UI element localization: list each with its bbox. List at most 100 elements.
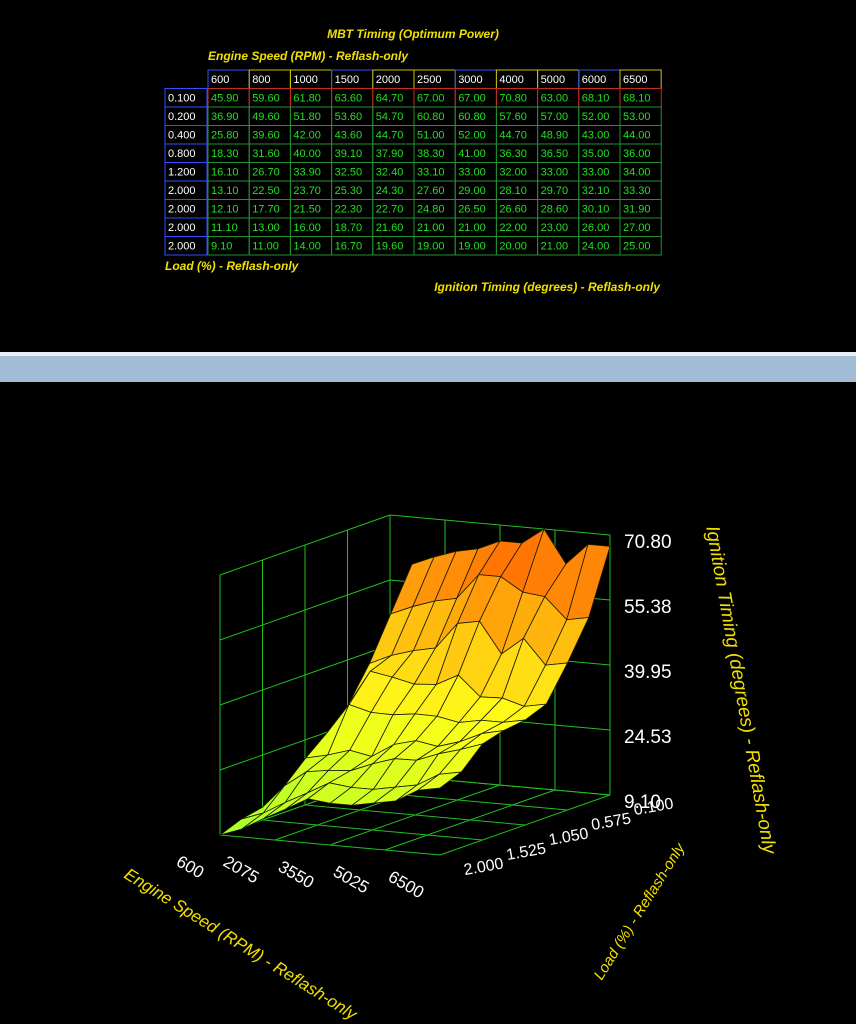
- cell-value: 22.50: [252, 185, 280, 197]
- column-header: 6500: [623, 74, 647, 86]
- floor-grid: [262, 819, 483, 841]
- cell-value: 59.60: [252, 93, 280, 105]
- cell-value: 70.80: [499, 93, 527, 105]
- cell-value: 18.30: [211, 148, 239, 160]
- cell-value: 21.50: [293, 204, 321, 216]
- cell-value: 33.00: [582, 167, 610, 179]
- cell-value: 52.00: [458, 130, 486, 142]
- cell-value: 31.90: [623, 204, 651, 216]
- cell-value: 22.70: [376, 204, 404, 216]
- cell-value: 19.60: [376, 241, 404, 253]
- cell-value: 40.00: [293, 148, 321, 160]
- cell-value: 44.70: [499, 130, 527, 142]
- column-header: 2000: [376, 74, 400, 86]
- cell-value: 36.30: [499, 148, 527, 160]
- cell-value: 27.60: [417, 185, 445, 197]
- cell-value: 35.00: [582, 148, 610, 160]
- cell-value: 18.70: [335, 222, 363, 234]
- cell-value: 21.00: [458, 222, 486, 234]
- column-header: 4000: [499, 74, 523, 86]
- cell-value: 16.00: [293, 222, 321, 234]
- cell-value: 63.60: [335, 93, 363, 105]
- cell-value: 26.70: [252, 167, 280, 179]
- cell-value: 57.00: [541, 111, 569, 123]
- cell-value: 51.00: [417, 130, 445, 142]
- cell-value: 33.00: [458, 167, 486, 179]
- row-header: 0.800: [168, 148, 196, 160]
- z-tick-label: 70.80: [624, 532, 672, 553]
- cell-value: 13.00: [252, 222, 280, 234]
- cell-value: 25.80: [211, 130, 239, 142]
- cell-value: 44.70: [376, 130, 404, 142]
- column-header: 1000: [293, 74, 317, 86]
- z-tick-label: 24.53: [624, 727, 672, 748]
- cell-value: 39.60: [252, 130, 280, 142]
- column-axis-title: Engine Speed (RPM) - Reflash-only: [208, 49, 409, 63]
- separator: [0, 356, 856, 382]
- cell-value: 51.80: [293, 111, 321, 123]
- floor-grid: [384, 789, 556, 851]
- y-tick-label: 2.000: [462, 855, 504, 879]
- cell-value: 41.00: [458, 148, 486, 160]
- cell-value: 68.10: [582, 93, 610, 105]
- cell-value: 32.50: [335, 167, 363, 179]
- cell-value: 29.00: [458, 185, 486, 197]
- column-header: 3000: [458, 74, 482, 86]
- cell-value: 61.80: [293, 93, 321, 105]
- cell-value: 36.50: [541, 148, 569, 160]
- cell-value: 26.50: [458, 204, 486, 216]
- cell-value: 12.10: [211, 204, 239, 216]
- z-grid-line: [219, 579, 391, 641]
- column-header: 6000: [582, 74, 606, 86]
- cell-value: 42.00: [293, 130, 321, 142]
- cell-value: 48.90: [541, 130, 569, 142]
- cell-value: 26.60: [499, 204, 527, 216]
- cell-value: 43.00: [582, 130, 610, 142]
- cell-value: 22.00: [499, 222, 527, 234]
- table-cell: [619, 236, 662, 256]
- cell-value: 23.00: [541, 222, 569, 234]
- cell-value: 28.10: [499, 185, 527, 197]
- y-tick-label: 1.525: [505, 840, 547, 864]
- row-header: 2.000: [168, 241, 196, 253]
- table-title: MBT Timing (Optimum Power): [327, 27, 499, 41]
- z-tick-label: 55.38: [624, 597, 672, 618]
- cell-value: 33.00: [541, 167, 569, 179]
- cell-value: 36.00: [623, 148, 651, 160]
- cell-value: 44.00: [623, 130, 651, 142]
- y-tick-label: 0.100: [632, 795, 674, 819]
- cell-value: 33.10: [417, 167, 445, 179]
- cell-value: 63.00: [541, 93, 569, 105]
- cell-value: 33.90: [293, 167, 321, 179]
- cell-value: 67.00: [458, 93, 486, 105]
- row-header-cell: [164, 236, 208, 256]
- column-header: 600: [211, 74, 229, 86]
- cell-value: 29.70: [541, 185, 569, 197]
- separator-edge: [0, 352, 856, 356]
- cell-value: 32.40: [376, 167, 404, 179]
- cell-value: 57.60: [499, 111, 527, 123]
- cell-value: 64.70: [376, 93, 404, 105]
- cell-value: 60.80: [417, 111, 445, 123]
- cell-value: 52.00: [582, 111, 610, 123]
- cell-value: 31.60: [252, 148, 280, 160]
- cell-value: 33.30: [623, 185, 651, 197]
- cell-value: 32.10: [582, 185, 610, 197]
- cell-value: 13.10: [211, 185, 239, 197]
- cell-value: 11.00: [252, 241, 279, 253]
- cell-value: 49.60: [252, 111, 280, 123]
- cell-value: 39.10: [335, 148, 363, 160]
- row-axis-title: Load (%) - Reflash-only: [165, 259, 300, 273]
- cell-value: 17.70: [252, 204, 280, 216]
- cell-value: 22.30: [335, 204, 363, 216]
- column-header: 2500: [417, 74, 441, 86]
- cell-value: 24.00: [582, 241, 610, 253]
- cell-value: 30.10: [582, 204, 610, 216]
- row-header: 2.000: [168, 222, 196, 234]
- cell-value: 21.00: [417, 222, 445, 234]
- cell-value: 43.60: [335, 130, 363, 142]
- row-header: 0.200: [168, 111, 196, 123]
- cell-value: 24.30: [376, 185, 404, 197]
- cell-value: 16.10: [211, 167, 239, 179]
